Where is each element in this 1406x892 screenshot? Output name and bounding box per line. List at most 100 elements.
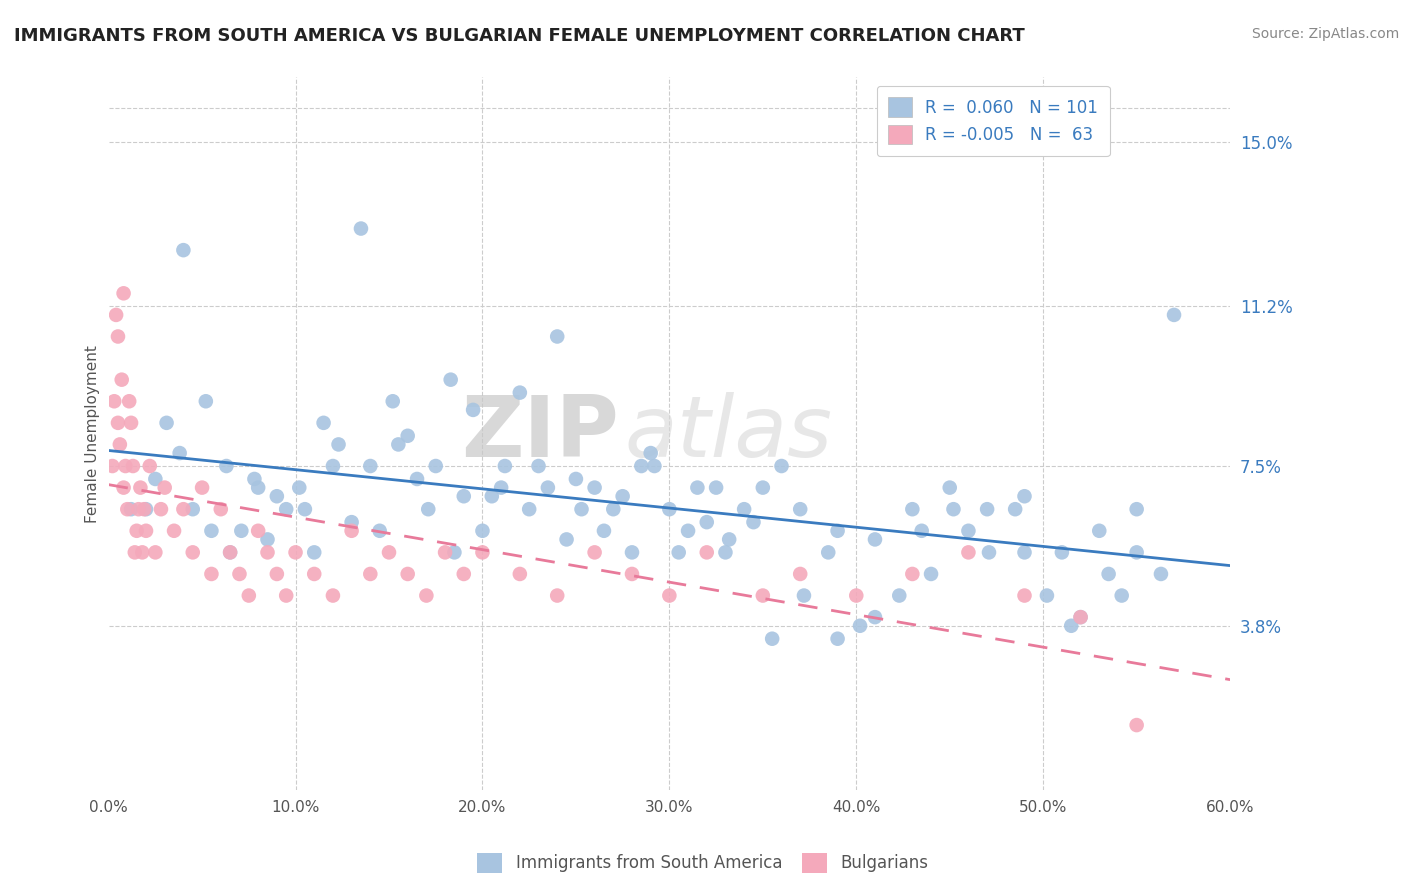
- Point: [322, 458, 344, 473]
- Point: [863, 610, 886, 624]
- Point: [111, 373, 134, 387]
- Point: [135, 502, 157, 516]
- Point: [288, 481, 311, 495]
- Point: [742, 515, 765, 529]
- Point: [471, 524, 494, 538]
- Point: [752, 589, 775, 603]
- Point: [901, 502, 924, 516]
- Point: [120, 416, 142, 430]
- Point: [714, 545, 737, 559]
- Point: [108, 437, 131, 451]
- Point: [368, 524, 391, 538]
- Point: [471, 545, 494, 559]
- Point: [546, 329, 568, 343]
- Point: [284, 545, 307, 559]
- Point: [378, 545, 401, 559]
- Point: [219, 545, 242, 559]
- Point: [153, 481, 176, 495]
- Point: [396, 429, 419, 443]
- Point: [135, 524, 157, 538]
- Point: [1014, 589, 1036, 603]
- Point: [276, 502, 298, 516]
- Point: [527, 458, 550, 473]
- Point: [643, 458, 665, 473]
- Point: [1050, 545, 1073, 559]
- Text: Source: ZipAtlas.com: Source: ZipAtlas.com: [1251, 27, 1399, 41]
- Point: [571, 502, 593, 516]
- Point: [517, 502, 540, 516]
- Point: [163, 524, 186, 538]
- Point: [396, 566, 419, 581]
- Point: [122, 458, 145, 473]
- Point: [359, 458, 381, 473]
- Point: [761, 632, 783, 646]
- Point: [381, 394, 404, 409]
- Point: [593, 524, 616, 538]
- Point: [143, 545, 166, 559]
- Point: [976, 502, 998, 516]
- Point: [770, 458, 793, 473]
- Point: [312, 416, 335, 430]
- Point: [322, 589, 344, 603]
- Point: [942, 502, 965, 516]
- Point: [231, 524, 253, 538]
- Point: [340, 524, 363, 538]
- Legend: R =  0.060   N = 101, R = -0.005   N =  63: R = 0.060 N = 101, R = -0.005 N = 63: [877, 86, 1109, 156]
- Point: [406, 472, 429, 486]
- Point: [453, 489, 475, 503]
- Point: [889, 589, 911, 603]
- Point: [565, 472, 588, 486]
- Text: IMMIGRANTS FROM SOUTH AMERICA VS BULGARIAN FEMALE UNEMPLOYMENT CORRELATION CHART: IMMIGRANTS FROM SOUTH AMERICA VS BULGARI…: [14, 27, 1025, 45]
- Point: [481, 489, 503, 503]
- Legend: Immigrants from South America, Bulgarians: Immigrants from South America, Bulgarian…: [471, 847, 935, 880]
- Text: ZIP: ZIP: [461, 392, 619, 475]
- Point: [191, 481, 214, 495]
- Point: [155, 416, 177, 430]
- Point: [620, 566, 643, 581]
- Point: [209, 502, 232, 516]
- Point: [124, 545, 146, 559]
- Point: [957, 545, 980, 559]
- Point: [696, 545, 718, 559]
- Point: [827, 524, 849, 538]
- Point: [509, 566, 531, 581]
- Point: [845, 589, 868, 603]
- Point: [817, 545, 839, 559]
- Point: [658, 589, 681, 603]
- Point: [200, 524, 222, 538]
- Point: [172, 502, 194, 516]
- Point: [118, 394, 141, 409]
- Point: [1150, 566, 1173, 581]
- Point: [1125, 502, 1147, 516]
- Point: [658, 502, 681, 516]
- Point: [494, 458, 516, 473]
- Point: [546, 589, 568, 603]
- Point: [1097, 566, 1119, 581]
- Text: atlas: atlas: [624, 392, 832, 475]
- Point: [247, 524, 270, 538]
- Point: [704, 481, 727, 495]
- Y-axis label: Female Unemployment: Female Unemployment: [86, 344, 100, 523]
- Point: [443, 545, 465, 559]
- Point: [1036, 589, 1059, 603]
- Point: [718, 533, 741, 547]
- Point: [849, 619, 872, 633]
- Point: [1014, 545, 1036, 559]
- Point: [583, 545, 606, 559]
- Point: [434, 545, 457, 559]
- Point: [120, 502, 142, 516]
- Point: [302, 545, 325, 559]
- Point: [181, 545, 204, 559]
- Point: [827, 632, 849, 646]
- Point: [1004, 502, 1026, 516]
- Point: [215, 458, 238, 473]
- Point: [256, 545, 278, 559]
- Point: [425, 458, 447, 473]
- Point: [1070, 610, 1092, 624]
- Point: [911, 524, 934, 538]
- Point: [752, 481, 775, 495]
- Point: [612, 489, 634, 503]
- Point: [537, 481, 560, 495]
- Point: [1125, 718, 1147, 732]
- Point: [583, 481, 606, 495]
